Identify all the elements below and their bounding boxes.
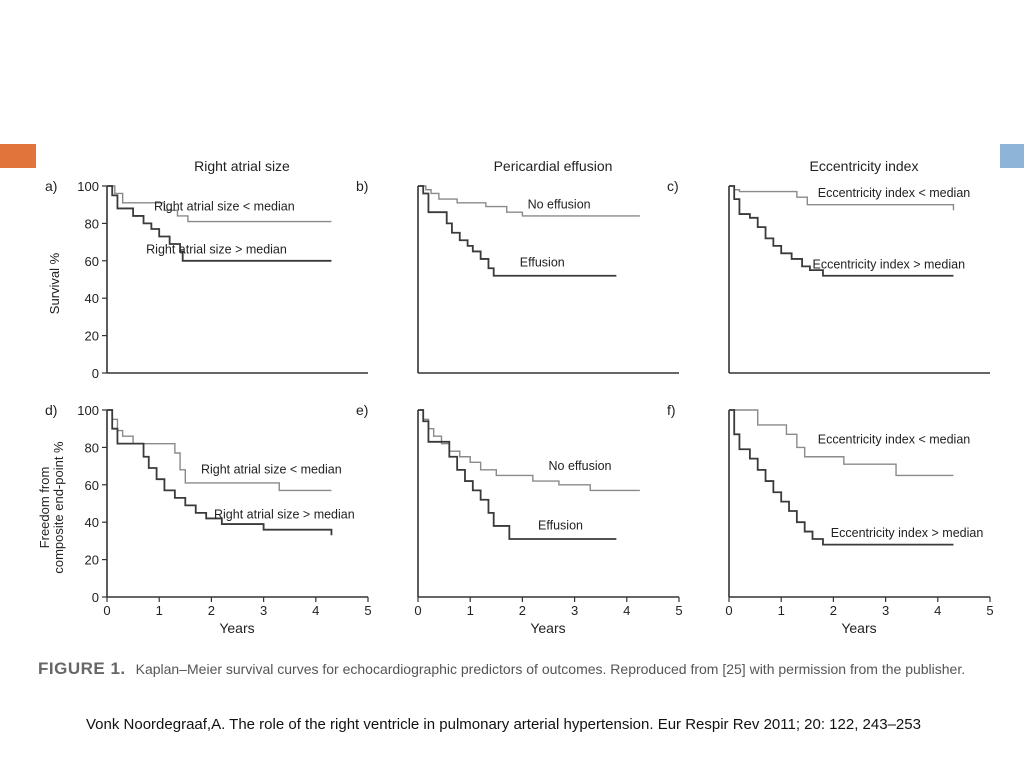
panel-e: e) 0 1 2 3 4 5 Years No effusion Effusion xyxy=(356,402,683,636)
series-label: No effusion xyxy=(549,459,612,473)
x-tick-label: 1 xyxy=(467,603,474,618)
figure-caption-text: Kaplan–Meier survival curves for echocar… xyxy=(135,661,966,677)
km-curve-upper xyxy=(418,185,640,217)
x-tick-label: 2 xyxy=(830,603,837,618)
km-curve-lower xyxy=(418,409,617,540)
series-label: Effusion xyxy=(538,519,583,533)
figure-caption: FIGURE 1. Kaplan–Meier survival curves fo… xyxy=(38,659,965,679)
panel-title: Eccentricity index xyxy=(810,158,919,174)
series-label: Right atrial size > median xyxy=(214,507,355,521)
y-tick-label: 100 xyxy=(77,403,99,418)
series-label: No effusion xyxy=(528,197,591,211)
km-curve-lower xyxy=(729,185,954,277)
x-tick-label: 2 xyxy=(208,603,215,618)
km-curve-upper xyxy=(729,409,954,477)
y-tick-label: 60 xyxy=(85,254,99,269)
series-label: Eccentricity index < median xyxy=(818,433,971,447)
series-label: Right atrial size < median xyxy=(154,199,295,213)
y-tick-label: 0 xyxy=(92,590,99,605)
series-label: Right atrial size < median xyxy=(201,463,342,477)
y-tick-label: 40 xyxy=(85,291,99,306)
series-label: Eccentricity index < median xyxy=(818,186,971,200)
panel-title: Right atrial size xyxy=(194,158,290,174)
panel-label: a) xyxy=(45,178,57,194)
x-tick-label: 3 xyxy=(571,603,578,618)
panel-f: f) 0 1 2 3 4 5 Years Eccentricity index < median… xyxy=(667,402,994,636)
x-tick-label: 3 xyxy=(882,603,889,618)
panel-title: Pericardial effusion xyxy=(494,158,613,174)
km-curve-lower xyxy=(729,409,954,546)
series-label: Eccentricity index > median xyxy=(813,257,966,271)
x-axis-label: Years xyxy=(219,620,254,636)
y-tick-label: 20 xyxy=(85,553,99,568)
series-label: Right atrial size > median xyxy=(146,242,287,256)
panel-label: b) xyxy=(356,178,368,194)
x-tick-label: 4 xyxy=(312,603,319,618)
y-tick-label: 60 xyxy=(85,478,99,493)
km-curve-lower xyxy=(107,409,333,536)
panel-c: c) Eccentricity index Eccentricity index <… xyxy=(667,158,990,374)
panel-label: f) xyxy=(667,402,676,418)
citation-text: Vonk Noordegraaf,A. The role of the righ… xyxy=(86,716,921,733)
panel-label: d) xyxy=(45,402,57,418)
y-tick-label: 40 xyxy=(85,515,99,530)
panel-d: d) 0 20 40 60 80 100 0 1 2 3 4 5 Years Freedom fromcom… xyxy=(37,402,372,636)
panel-label: e) xyxy=(356,402,368,418)
x-tick-label: 4 xyxy=(623,603,630,618)
x-tick-label: 2 xyxy=(519,603,526,618)
km-curve-upper xyxy=(107,185,332,223)
km-curve-lower xyxy=(418,185,617,277)
panel-a: a) Right atrial size 0 20 40 60 80 100 Survival … xyxy=(45,158,368,381)
x-tick-label: 3 xyxy=(260,603,267,618)
series-label: Eccentricity index > median xyxy=(831,526,984,540)
x-tick-label: 4 xyxy=(934,603,941,618)
panel-label: c) xyxy=(667,178,679,194)
x-tick-label: 5 xyxy=(364,603,371,618)
y-axis-label: Freedom fromcomposite end-point % xyxy=(37,441,66,574)
y-tick-label: 0 xyxy=(92,366,99,381)
x-tick-label: 0 xyxy=(103,603,110,618)
figure-label: FIGURE 1. xyxy=(38,659,126,678)
x-tick-label: 1 xyxy=(156,603,163,618)
y-tick-label: 80 xyxy=(85,216,99,231)
y-tick-label: 80 xyxy=(85,440,99,455)
km-curve-upper xyxy=(418,409,640,492)
accent-bar-right xyxy=(1000,144,1024,168)
x-tick-label: 5 xyxy=(986,603,993,618)
y-axis-label: Survival % xyxy=(47,252,62,314)
km-figure: a)Right atrial size020406080100Survival … xyxy=(37,158,994,636)
x-tick-label: 5 xyxy=(675,603,682,618)
accent-bar-left xyxy=(0,144,36,168)
km-curve-upper xyxy=(107,409,332,492)
km-curve-lower xyxy=(107,185,332,262)
series-label: Effusion xyxy=(520,255,565,269)
x-tick-label: 0 xyxy=(414,603,421,618)
x-tick-label: 1 xyxy=(778,603,785,618)
panel-b: b) Pericardial effusion No effusion Effusio… xyxy=(356,158,679,374)
x-axis-label: Years xyxy=(530,620,565,636)
x-axis-label: Years xyxy=(841,620,876,636)
y-tick-label: 100 xyxy=(77,179,99,194)
y-tick-label: 20 xyxy=(85,329,99,344)
x-tick-label: 0 xyxy=(725,603,732,618)
